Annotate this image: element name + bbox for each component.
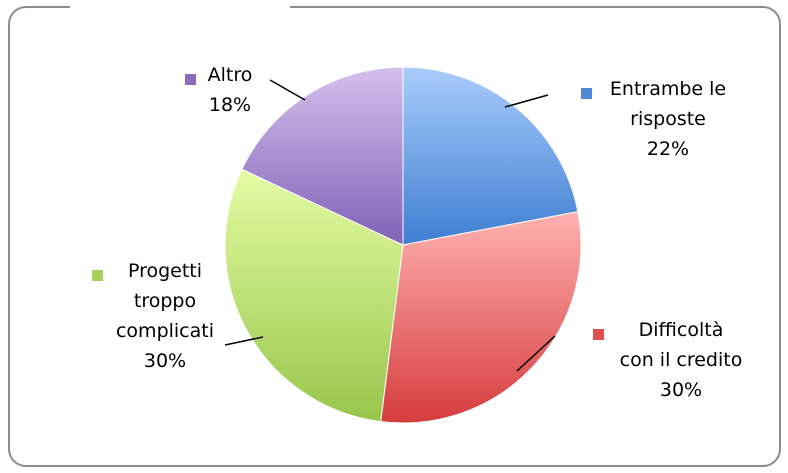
leader-line-2 xyxy=(224,336,264,346)
slice-label-1: Difficoltà con il credito 30% xyxy=(620,319,743,401)
slice-labels: Entrambe le risposte 22% Difficoltà con il c… xyxy=(92,64,742,401)
slice-label-0: Entrambe le risposte 22% xyxy=(610,78,726,160)
slice-label-2: Progetti troppo complicati 30% xyxy=(116,260,214,372)
pie-slice-3 xyxy=(241,66,404,246)
leader-line-1 xyxy=(516,335,556,372)
pie-slices xyxy=(224,66,582,424)
slice-marker-3 xyxy=(185,74,196,85)
pie-slice-0 xyxy=(402,66,579,246)
pie-slice-2 xyxy=(224,168,404,423)
slice-label-3: Altro 18% xyxy=(208,64,253,116)
leader-lines xyxy=(224,79,556,372)
leader-line-0 xyxy=(504,94,549,108)
slice-marker-2 xyxy=(92,270,103,281)
chart-title-cropped xyxy=(70,0,290,12)
pie-slice-1 xyxy=(380,211,582,424)
leader-line-3 xyxy=(269,79,306,101)
slice-marker-0 xyxy=(581,88,592,99)
slice-marker-1 xyxy=(593,329,604,340)
